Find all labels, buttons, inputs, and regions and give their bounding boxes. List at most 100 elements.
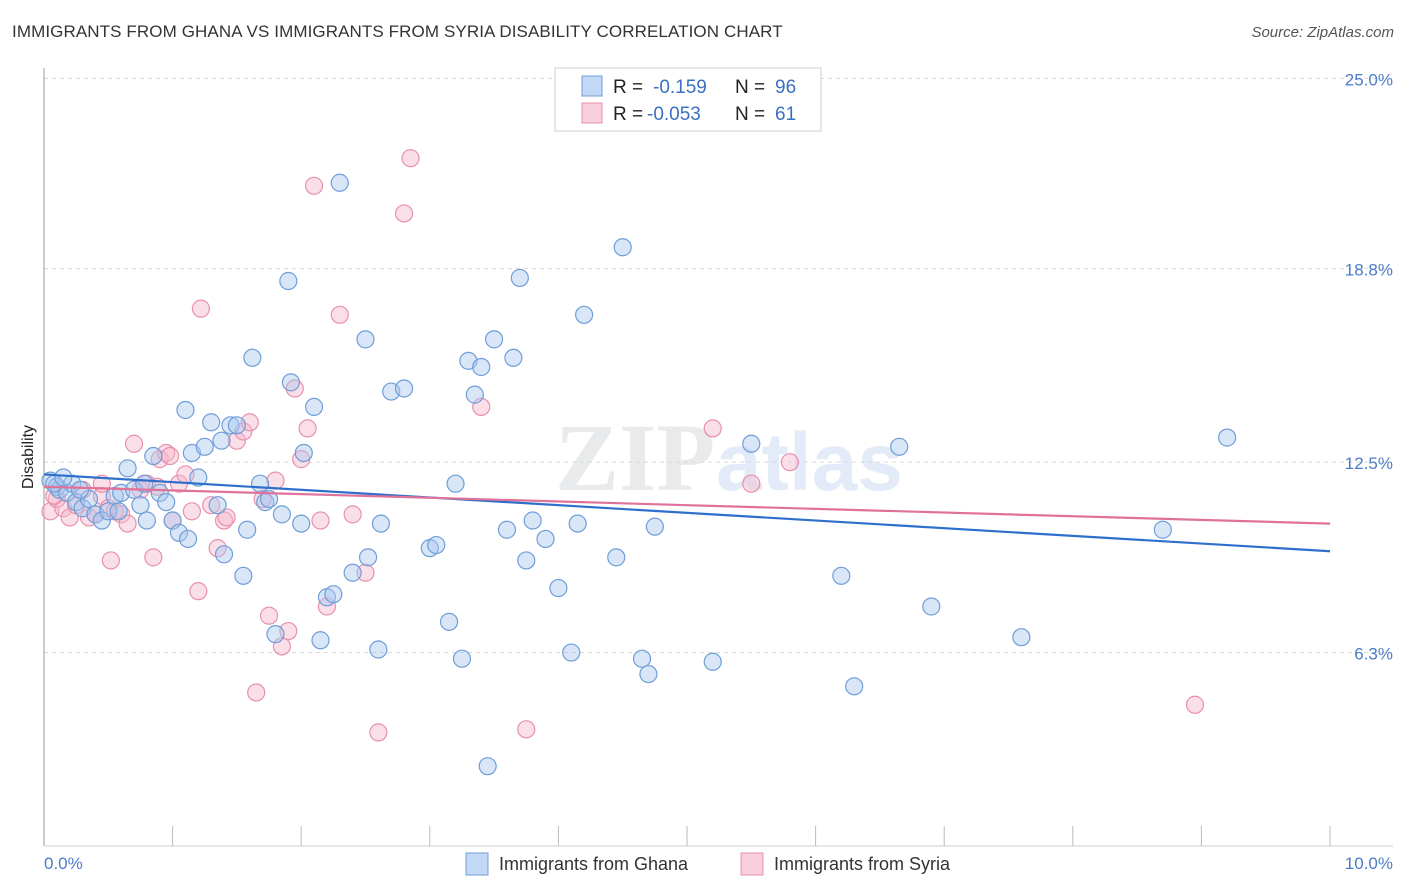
data-point-syria	[356, 563, 375, 582]
data-point-ghana	[607, 548, 626, 567]
trend-lines	[43, 473, 1331, 553]
data-point-ghana	[292, 514, 311, 533]
axes	[43, 68, 1393, 847]
y-tick-label: 18.8%	[1345, 261, 1393, 280]
data-point-syria	[227, 431, 246, 450]
data-point-syria	[160, 446, 180, 466]
data-point-syria	[259, 606, 279, 625]
data-point-ghana	[485, 330, 504, 349]
legend-n-label-ghana: N =	[735, 77, 765, 98]
data-point-ghana	[845, 677, 864, 696]
data-point-ghana	[137, 511, 156, 530]
series-syria-points	[41, 149, 1205, 742]
data-point-ghana	[70, 480, 90, 499]
data-point-ghana	[358, 548, 378, 567]
data-point-ghana	[517, 551, 536, 570]
chart-title: IMMIGRANTS FROM GHANA VS IMMIGRANTS FROM…	[12, 22, 783, 41]
data-point-syria	[214, 511, 234, 530]
legend-r-label-syria: R =	[613, 104, 643, 125]
watermark: ZIP atlas	[555, 404, 903, 511]
data-point-syria	[703, 419, 722, 438]
data-point-syria	[742, 474, 761, 493]
data-point-ghana	[343, 563, 362, 582]
data-point-ghana	[613, 238, 632, 257]
data-point-syria	[144, 548, 163, 567]
data-point-ghana	[1012, 628, 1031, 647]
legend-n-label-syria: N =	[735, 104, 765, 125]
data-point-syria	[202, 496, 221, 515]
legend-n-value-ghana: 96	[775, 77, 796, 98]
y-tick-labels: 6.3% 12.5% 18.8% 25.0%	[1345, 70, 1393, 663]
data-point-ghana	[99, 502, 118, 521]
data-point-syria	[401, 149, 420, 168]
data-point-ghana	[178, 529, 198, 549]
data-point-ghana	[703, 652, 722, 671]
data-point-ghana	[356, 330, 375, 349]
data-point-ghana	[195, 437, 214, 456]
data-point-ghana	[304, 397, 324, 417]
data-point-ghana	[632, 649, 652, 668]
data-point-syria	[1185, 695, 1205, 714]
data-point-ghana	[109, 502, 128, 521]
trend-line-syria	[43, 485, 1331, 525]
data-point-syria	[517, 720, 536, 739]
data-point-ghana	[536, 529, 555, 549]
x-tick-label-min: 0.0%	[44, 854, 83, 873]
data-point-ghana	[243, 348, 262, 367]
data-point-ghana	[54, 468, 73, 487]
data-point-ghana	[523, 511, 542, 530]
data-point-syria	[369, 723, 388, 742]
data-point-ghana	[279, 271, 298, 291]
data-point-syria	[304, 176, 324, 195]
data-point-ghana	[227, 416, 246, 435]
data-point-ghana	[427, 535, 446, 555]
data-point-syria	[343, 505, 362, 524]
data-point-ghana	[150, 483, 169, 502]
data-point-syria	[394, 204, 414, 223]
data-point-ghana	[504, 348, 523, 367]
data-point-ghana	[92, 511, 111, 530]
data-point-ghana	[369, 640, 388, 659]
data-point-ghana	[1218, 428, 1237, 447]
data-point-syria	[298, 419, 317, 438]
trend-line-ghana	[43, 473, 1331, 553]
data-point-syria	[182, 502, 201, 521]
data-point-ghana	[157, 492, 176, 512]
gridlines	[44, 77, 1393, 654]
x-ticks	[172, 826, 1331, 846]
data-point-syria	[101, 551, 120, 570]
data-point-ghana	[832, 566, 851, 585]
data-point-ghana	[189, 468, 208, 487]
bottom-legend-swatch-ghana	[465, 852, 489, 876]
data-point-ghana	[266, 625, 285, 644]
data-point-ghana	[294, 443, 313, 463]
data-point-syria	[253, 489, 272, 509]
data-point-syria	[247, 683, 266, 702]
source-label: Source: ZipAtlas.com	[1251, 24, 1394, 41]
data-point-ghana	[452, 649, 472, 668]
legend-r-value-syria: -0.053	[647, 104, 701, 125]
data-point-ghana	[311, 631, 330, 650]
data-point-syria	[124, 434, 144, 453]
data-point-ghana	[238, 520, 257, 539]
bottom-legend-label-syria: Immigrants from Syria	[774, 854, 951, 874]
data-point-ghana	[922, 597, 941, 616]
bottom-legend-label-ghana: Immigrants from Ghana	[499, 854, 689, 874]
data-point-syria	[191, 299, 210, 318]
data-point-ghana	[742, 434, 761, 453]
data-point-ghana	[131, 496, 150, 515]
data-point-ghana	[212, 431, 231, 450]
data-point-ghana	[169, 523, 189, 542]
y-tick-label: 25.0%	[1345, 70, 1393, 89]
legend-r-value-ghana: -0.159	[653, 77, 707, 98]
data-point-ghana	[510, 268, 529, 288]
data-point-ghana	[118, 459, 137, 478]
data-point-syria	[780, 453, 799, 472]
legend-r-label-ghana: R =	[613, 77, 643, 98]
legend-n-value-syria: 61	[775, 104, 796, 125]
data-point-ghana	[575, 305, 594, 324]
data-point-ghana	[281, 373, 301, 392]
data-point-ghana	[272, 505, 292, 524]
data-point-ghana	[568, 514, 587, 533]
